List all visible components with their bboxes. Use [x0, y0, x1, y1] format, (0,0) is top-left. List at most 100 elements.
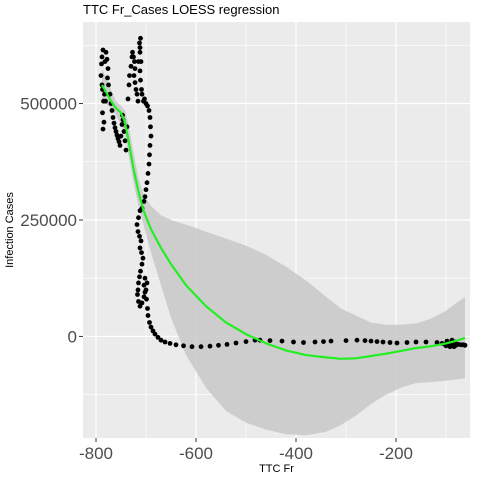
data-point	[142, 275, 148, 281]
data-point	[404, 340, 410, 345]
data-point	[423, 339, 429, 345]
data-point	[117, 143, 123, 148]
data-point	[362, 338, 368, 343]
data-point	[137, 45, 143, 50]
data-point	[143, 187, 149, 193]
data-point	[146, 108, 152, 113]
data-point	[387, 340, 393, 345]
data-point	[119, 122, 125, 127]
data-point	[141, 282, 147, 288]
data-point	[142, 289, 148, 295]
data-point	[105, 75, 110, 81]
data-point	[126, 82, 132, 88]
data-point	[139, 261, 145, 267]
data-point	[146, 161, 152, 167]
data-point	[137, 274, 142, 280]
data-point	[139, 300, 145, 306]
data-point	[127, 73, 132, 78]
data-point	[135, 287, 141, 293]
y-tick-label: 0	[68, 327, 77, 346]
data-point	[109, 108, 115, 113]
data-point	[101, 119, 107, 125]
data-point	[145, 313, 151, 318]
data-point	[123, 147, 129, 153]
x-axis-label: TTC Fr	[259, 463, 294, 475]
data-point	[147, 143, 153, 148]
data-point	[145, 171, 151, 176]
data-point	[99, 54, 105, 60]
data-point	[145, 306, 150, 311]
data-point	[122, 138, 128, 144]
data-point	[116, 139, 122, 145]
data-point	[152, 331, 158, 337]
data-point	[147, 152, 152, 158]
data-point	[134, 222, 140, 228]
data-point	[374, 339, 380, 344]
data-point	[413, 339, 419, 345]
x-tick-label: -200	[379, 444, 413, 463]
data-point	[321, 339, 326, 344]
data-point	[130, 49, 135, 55]
data-point	[128, 63, 134, 69]
data-point	[98, 73, 104, 78]
data-point	[138, 238, 144, 244]
data-point	[148, 133, 154, 139]
data-point	[125, 96, 131, 102]
data-point	[137, 40, 142, 46]
data-point	[142, 96, 147, 102]
data-point	[137, 68, 143, 74]
data-point	[434, 340, 440, 345]
chart-title: TTC Fr_Cases LOESS regression	[83, 2, 280, 17]
data-point	[291, 339, 296, 345]
y-axis: 0 250000 500000	[20, 95, 83, 346]
x-axis: -800 -600 -400 -200	[79, 438, 413, 463]
data-point	[105, 66, 111, 71]
data-point	[110, 115, 116, 120]
data-point	[138, 35, 143, 41]
data-point	[380, 339, 386, 345]
data-point	[139, 87, 144, 92]
data-point	[148, 124, 153, 130]
data-point	[167, 341, 173, 346]
loess-fit-line	[101, 84, 466, 360]
data-point	[135, 229, 141, 235]
x-tick-label: -400	[279, 444, 313, 463]
data-point	[131, 54, 136, 60]
data-point	[136, 280, 141, 286]
data-point	[148, 324, 154, 330]
confidence-band	[102, 68, 465, 436]
x-tick-label: -800	[79, 444, 113, 463]
data-point	[173, 342, 179, 348]
data-point	[343, 338, 349, 343]
data-point	[137, 245, 143, 251]
data-point	[137, 49, 143, 55]
y-tick-label: 250000	[20, 211, 77, 230]
data-point	[142, 194, 148, 200]
data-point	[135, 98, 141, 104]
data-point	[131, 73, 137, 78]
data-point	[135, 292, 140, 297]
data-point	[462, 342, 468, 348]
data-point	[132, 66, 138, 71]
data-point	[139, 250, 144, 256]
data-point	[155, 335, 161, 340]
data-point	[301, 340, 306, 345]
data-point	[181, 343, 186, 349]
data-point	[189, 344, 195, 350]
data-point	[112, 125, 118, 131]
x-tick-label: -600	[179, 444, 213, 463]
data-point	[138, 268, 143, 274]
data-point	[162, 339, 168, 345]
data-point	[144, 180, 150, 186]
data-point	[111, 120, 117, 126]
data-point	[158, 337, 164, 343]
data-point	[207, 343, 213, 349]
data-point	[267, 338, 273, 343]
y-axis-label: Infection Cases	[4, 192, 16, 268]
data-point	[224, 342, 230, 347]
data-point	[104, 56, 110, 62]
data-point	[144, 296, 149, 302]
data-point	[368, 338, 374, 344]
data-point	[354, 337, 360, 343]
data-point	[133, 87, 139, 92]
